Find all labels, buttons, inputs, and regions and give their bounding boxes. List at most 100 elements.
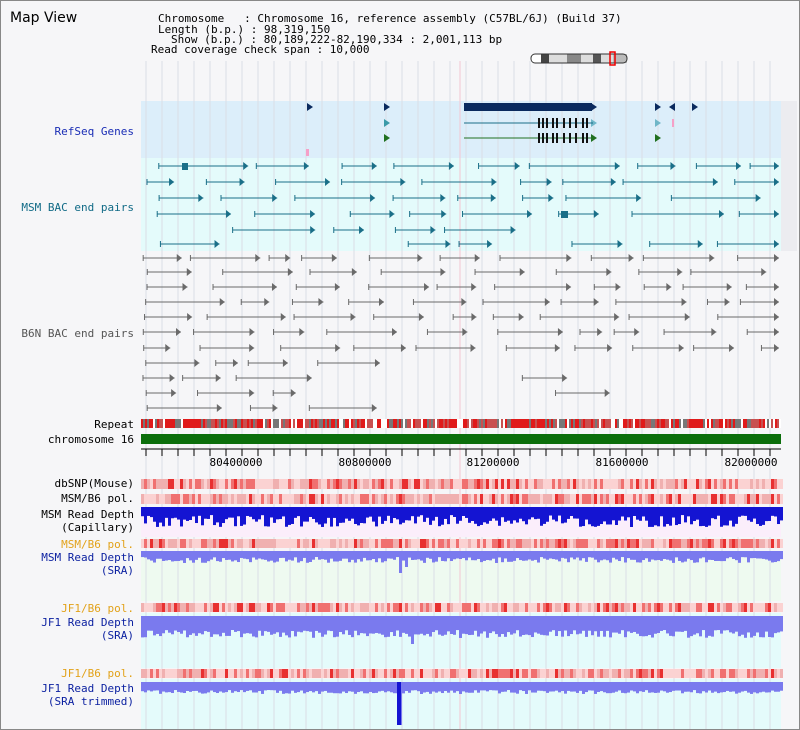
track-label-dbsnp[interactable]: dbSNP(Mouse) (54, 477, 134, 490)
msm-bac-pair-head (441, 210, 447, 218)
msm-capillary-depth-bar (246, 507, 249, 516)
gene-exon (538, 133, 540, 143)
track-label-msm-depth-cap[interactable]: MSM Read Depth (41, 508, 134, 521)
msm-sra-depth-bar (294, 551, 297, 558)
track-label-b6n-bac[interactable]: B6N BAC end pairs (21, 327, 134, 340)
track-label-refseq[interactable]: RefSeq Genes (54, 125, 134, 138)
msm-capillary-depth-bar (213, 507, 216, 526)
msm-b6-pol-cell (657, 494, 660, 504)
jf1-b6-pol-cell (444, 603, 447, 612)
dbsnp-cell (738, 479, 741, 489)
jf1-sra-depth-bar (537, 616, 540, 634)
repeat-segment (721, 419, 723, 428)
b6n-bac-pair-head (255, 254, 261, 262)
dbsnp-cell (204, 479, 207, 489)
jf1-b6-pol-cell (192, 669, 195, 678)
jf1-b6-pol-cell (609, 603, 612, 612)
msm-b6-pol-cell (234, 539, 237, 548)
dbsnp-cell (750, 479, 753, 489)
repeat-segment (655, 419, 657, 428)
jf1-b6-pol-cell (189, 669, 192, 678)
dbsnp-cell (360, 479, 363, 489)
track-label-jf1-depth-trim[interactable]: JF1 Read Depth (41, 682, 134, 695)
show-range-info: Show (b.p.) : 80,189,222-82,190,334 : 2,… (171, 33, 503, 46)
msm-capillary-depth-bar (216, 507, 219, 523)
track-label-jf1-depth-sra[interactable]: JF1 Read Depth (41, 616, 134, 629)
msm-b6-pol-cell (543, 494, 546, 504)
msm-b6-pol-cell (642, 494, 645, 504)
jf1-b6-pol-cell (657, 603, 660, 612)
msm-capillary-depth-bar (270, 507, 273, 518)
msm-b6-pol-cell (669, 494, 672, 504)
repeat-segment (483, 419, 485, 428)
gene-marker (591, 134, 597, 142)
repeat-segment (769, 419, 771, 428)
repeat-segment (297, 419, 299, 428)
msm-b6-pol-cell (732, 539, 735, 548)
dbsnp-cell (174, 479, 177, 489)
repeat-segment (515, 419, 517, 428)
msm-b6-pol-cell (222, 539, 225, 548)
repeat-segment (247, 419, 249, 428)
jf1-b6-pol-cell (228, 669, 231, 678)
dbsnp-cell (453, 479, 456, 489)
track-label-msm-b6-pol-2[interactable]: MSM/B6 pol. (61, 538, 134, 551)
jf1-b6-pol-cell (339, 669, 342, 678)
repeat-segment (165, 419, 167, 428)
track-label-jf1-b6-pol-2[interactable]: JF1/B6 pol. (61, 667, 134, 680)
msm-capillary-depth-bar (402, 507, 405, 523)
track-label-msm-depth-cap-sub: (Capillary) (61, 521, 134, 534)
msm-b6-pol-cell (630, 494, 633, 504)
track-label-repeat[interactable]: Repeat (94, 418, 134, 431)
jf1-sra-depth-bar (369, 616, 372, 634)
dbsnp-cell (702, 479, 705, 489)
msm-b6-pol-cell (354, 539, 357, 548)
repeat-segment (319, 419, 321, 428)
msm-sra-depth-bar (570, 551, 573, 558)
repeat-segment (753, 419, 755, 428)
track-label-msm-b6-pol-1[interactable]: MSM/B6 pol. (61, 492, 134, 505)
msm-b6-pol-cell (210, 494, 213, 504)
msm-b6-pol-cell (621, 539, 624, 548)
dbsnp-cell (549, 479, 552, 489)
msm-b6-pol-cell (624, 539, 627, 548)
track-label-msm-depth-sra[interactable]: MSM Read Depth (41, 551, 134, 564)
msm-capillary-depth-bar (573, 507, 576, 519)
b6n-bac-pair-head (597, 328, 603, 336)
track-label-msm-bac[interactable]: MSM BAC end pairs (21, 201, 134, 214)
jf1-b6-pol-cell (477, 669, 480, 678)
dbsnp-cell (189, 479, 192, 489)
msm-b6-pol-cell (477, 539, 480, 548)
msm-capillary-depth-bar (603, 507, 606, 522)
msm-capillary-depth-bar (396, 507, 399, 520)
jf1-sra-depth-bar (534, 616, 537, 633)
repeat-segment (705, 419, 707, 428)
dbsnp-cell (645, 479, 648, 489)
b6n-bac-pair-head (216, 404, 222, 412)
jf1-b6-pol-cell (483, 669, 486, 678)
msm-b6-pol-cell (522, 494, 525, 504)
jf1-sra-depth-bar (657, 616, 660, 633)
jf1-b6-pol-cell (141, 603, 144, 612)
jf1-sra-depth-bar (249, 616, 252, 634)
jf1-b6-pol-cell (750, 603, 753, 612)
jf1-trim-depth-bar (483, 682, 486, 691)
jf1-sra-depth-bar (360, 616, 363, 634)
msm-sra-depth-bar (435, 551, 438, 562)
repeat-segment (461, 419, 463, 428)
msm-capillary-depth-bar (180, 507, 183, 527)
track-label-jf1-b6-pol-1[interactable]: JF1/B6 pol. (61, 602, 134, 615)
msm-capillary-depth-bar (165, 507, 168, 518)
repeat-segment (185, 419, 187, 428)
repeat-segment (549, 419, 551, 428)
msm-capillary-depth-bar (225, 507, 228, 520)
jf1-trim-depth-bar (330, 682, 333, 693)
jf1-b6-pol-cell (738, 603, 741, 612)
dbsnp-cell (381, 479, 384, 489)
msm-b6-pol-cell (432, 494, 435, 504)
dbsnp-cell (510, 479, 513, 489)
msm-b6-pol-cell (600, 539, 603, 548)
msm-sra-depth-bar (399, 551, 402, 573)
repeat-segment (643, 419, 645, 428)
